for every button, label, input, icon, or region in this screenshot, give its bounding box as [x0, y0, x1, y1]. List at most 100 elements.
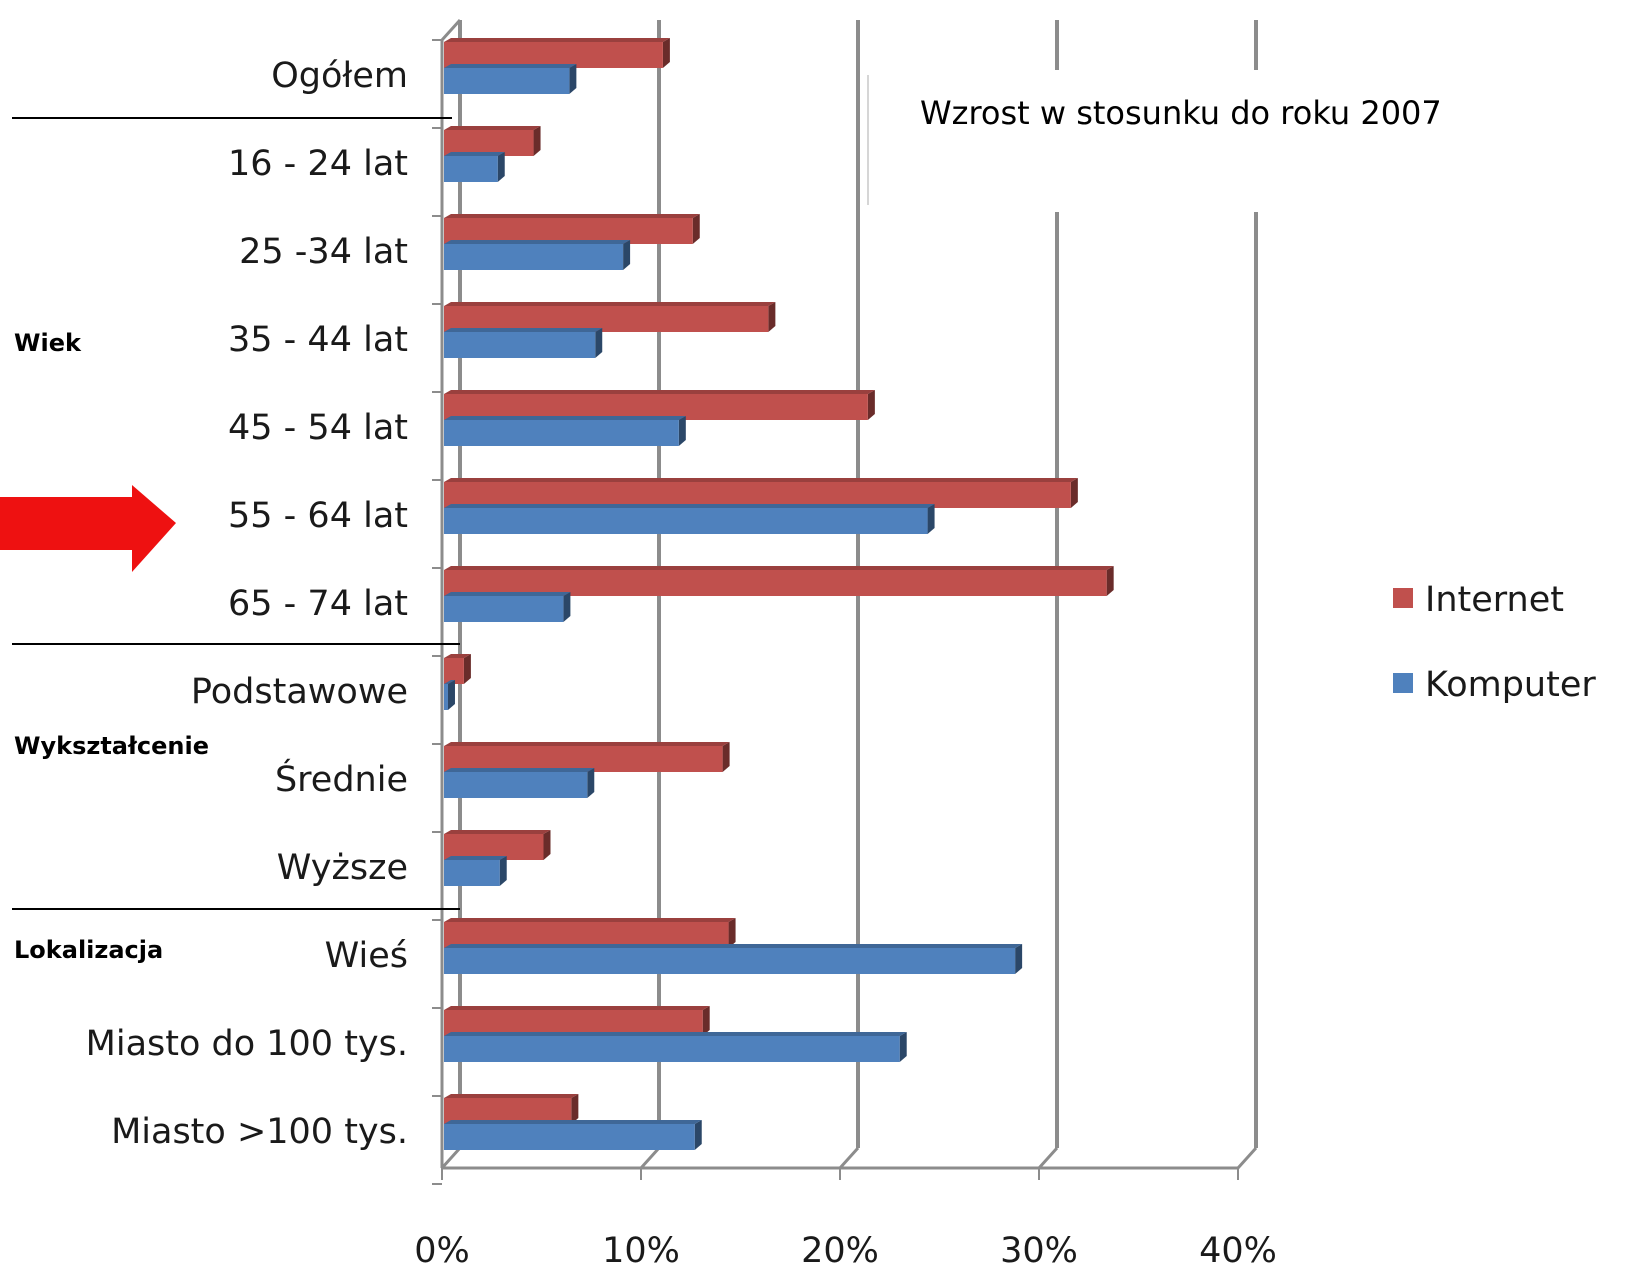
bar-internet — [444, 830, 551, 860]
category-label: Miasto do 100 tys. — [86, 1024, 408, 1064]
bar-top — [444, 416, 686, 420]
bar-side — [678, 416, 686, 446]
bar-top — [444, 504, 935, 508]
bar-front — [444, 948, 1016, 974]
chart-annotation: Wzrost w stosunku do roku 2007 — [920, 94, 1442, 132]
bar-komputer — [444, 328, 603, 358]
bar-top — [444, 302, 776, 306]
bar-side — [463, 654, 471, 684]
bar-top — [444, 38, 670, 42]
category-label: Wieś — [325, 936, 408, 976]
bar-top — [444, 680, 455, 684]
category-label: Ogółem — [271, 56, 408, 96]
bar-top — [444, 152, 505, 156]
bar-side — [768, 302, 776, 332]
bar-internet — [444, 478, 1078, 508]
bar-top — [444, 1094, 579, 1098]
bar-top — [444, 390, 875, 394]
category-label: 65 - 74 lat — [228, 584, 408, 624]
bar-front — [444, 306, 769, 332]
bar-side — [1106, 566, 1114, 596]
bar-side — [571, 1094, 579, 1124]
bar-front — [444, 772, 588, 798]
bar-front — [444, 922, 729, 948]
bar-side — [569, 64, 577, 94]
gridline-floor — [639, 1146, 661, 1170]
bar-top — [444, 742, 730, 746]
bar-side — [927, 504, 935, 534]
bar-front — [444, 68, 570, 94]
bar-side — [867, 390, 875, 420]
annotation-box — [868, 70, 1288, 212]
bar-side — [662, 38, 670, 68]
bar-komputer — [444, 504, 935, 534]
y-axis-top — [440, 18, 462, 42]
bar-internet — [444, 390, 875, 420]
bar-side — [497, 152, 505, 182]
bar-side — [1070, 478, 1078, 508]
bar-side — [702, 1006, 710, 1036]
bar-side — [533, 126, 541, 156]
bar-komputer — [444, 592, 571, 622]
group-label-wiek: Wiek — [14, 329, 82, 357]
bar-top — [444, 830, 551, 834]
bar-front — [444, 746, 723, 772]
legend-label-internet: Internet — [1425, 580, 1564, 620]
bar-side — [499, 856, 507, 886]
label-layer: 0% 10% 20% 30% 40% Ogółem 16 - 24 lat 25 -34 la… — [86, 56, 1277, 1268]
bar-side — [1015, 944, 1023, 974]
x-tick-label: 10% — [602, 1231, 680, 1268]
bar-komputer — [444, 944, 1023, 974]
bar-komputer — [444, 240, 631, 270]
category-label: Miasto >100 tys. — [111, 1112, 408, 1152]
bar-front — [444, 658, 464, 684]
bar-side — [447, 680, 455, 710]
bar-front — [444, 394, 868, 420]
gridline-floor — [838, 1146, 860, 1170]
x-tick-label: 0% — [414, 1231, 470, 1268]
bar-front — [444, 420, 679, 446]
bar-top — [444, 1120, 702, 1124]
bar-komputer — [444, 416, 686, 446]
bar-top — [444, 918, 736, 922]
bar-internet — [444, 742, 730, 772]
bar-top — [444, 478, 1078, 482]
category-label: 45 - 54 lat — [228, 408, 408, 448]
bar-front — [444, 332, 596, 358]
bar-komputer — [444, 680, 455, 710]
bar-side — [563, 592, 571, 622]
bar-internet — [444, 654, 471, 684]
bar-internet — [444, 214, 700, 244]
category-label: 55 - 64 lat — [228, 496, 408, 536]
bar-front — [444, 508, 928, 534]
bar-top — [444, 1006, 710, 1010]
bar-komputer — [444, 152, 505, 182]
gridline-floor — [440, 1146, 462, 1170]
bar-top — [444, 328, 603, 332]
bar-komputer — [444, 768, 595, 798]
bar-top — [444, 240, 631, 244]
bar-side — [899, 1032, 907, 1062]
category-label: Wyższe — [277, 848, 408, 888]
bar-top — [444, 566, 1114, 570]
bar-top — [444, 768, 595, 772]
bar-front — [444, 596, 564, 622]
category-label: 16 - 24 lat — [228, 144, 408, 184]
bar-internet — [444, 38, 670, 68]
bar-top — [444, 64, 577, 68]
bar-top — [444, 126, 541, 130]
bar-komputer — [444, 856, 507, 886]
bar-top — [444, 214, 700, 218]
bar-internet — [444, 302, 776, 332]
bar-front — [444, 218, 693, 244]
bar-internet — [444, 566, 1114, 596]
legend: Internet Komputer — [1393, 580, 1596, 705]
gridline-floor — [1236, 1146, 1258, 1170]
bar-front — [444, 42, 663, 68]
bar-internet — [444, 1006, 710, 1036]
bar-top — [444, 1032, 907, 1036]
bar-front — [444, 860, 500, 886]
bar-internet — [444, 918, 736, 948]
bar-komputer — [444, 1120, 702, 1150]
